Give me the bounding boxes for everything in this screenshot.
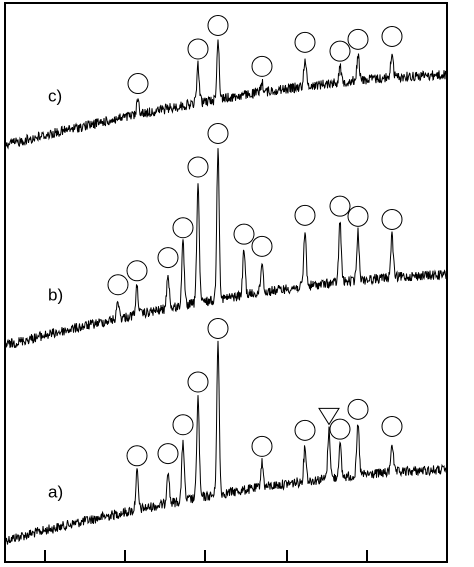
peak-marker <box>251 235 273 257</box>
peak-marker <box>329 418 351 440</box>
peak-marker <box>157 443 179 465</box>
trace-label: c) <box>48 86 62 105</box>
trace-label: b) <box>48 285 63 304</box>
peak-marker <box>294 204 316 226</box>
peak-marker <box>187 371 209 393</box>
peak-marker <box>381 208 403 230</box>
trace-label: a) <box>48 482 63 501</box>
peak-marker <box>347 205 369 227</box>
peak-marker <box>187 156 209 178</box>
frame <box>4 2 448 563</box>
peak-marker <box>233 223 255 245</box>
xrd-trace <box>5 340 447 545</box>
peak-marker <box>329 195 351 217</box>
peak-marker <box>347 28 369 50</box>
peak-marker <box>187 38 209 60</box>
peak-marker <box>329 40 351 62</box>
peak-marker <box>347 398 369 420</box>
peak-marker <box>294 31 316 53</box>
peak-marker <box>381 25 403 47</box>
peak-marker <box>207 14 229 36</box>
peak-marker <box>126 445 148 467</box>
peak-marker <box>107 274 129 296</box>
peak-marker <box>172 414 194 436</box>
peak-marker-triangle <box>318 407 340 426</box>
peak-marker <box>157 247 179 269</box>
xrd-trace <box>5 148 447 348</box>
peak-marker <box>172 217 194 239</box>
peak-marker <box>207 317 229 339</box>
peak-marker <box>126 260 148 282</box>
peak-marker <box>207 122 229 144</box>
xrd-trace <box>5 39 447 150</box>
peak-marker <box>381 415 403 437</box>
peak-marker <box>294 419 316 441</box>
peak-marker <box>251 435 273 457</box>
peak-marker <box>251 55 273 77</box>
peak-marker <box>127 73 149 95</box>
